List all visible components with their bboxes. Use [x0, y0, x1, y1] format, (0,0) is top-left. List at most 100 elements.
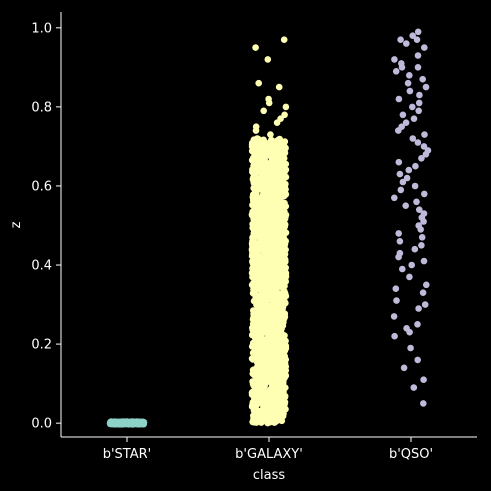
data-point	[274, 368, 282, 375]
data-point	[272, 294, 279, 302]
y-axis-label: z	[9, 221, 24, 228]
data-point	[277, 218, 284, 226]
data-point	[419, 75, 427, 83]
y-tick-label: 0.4	[31, 259, 52, 274]
data-point	[402, 202, 410, 209]
data-point	[399, 111, 407, 119]
data-point	[413, 198, 420, 206]
data-point	[262, 281, 270, 289]
data-point	[397, 36, 404, 43]
data-point	[420, 376, 427, 384]
data-point	[251, 382, 258, 390]
data-point	[261, 322, 269, 330]
data-point	[272, 321, 280, 329]
data-point	[279, 176, 287, 184]
data-point	[415, 99, 423, 107]
data-point	[409, 32, 417, 39]
data-point	[395, 95, 403, 103]
y-tick-label: 1.0	[31, 21, 52, 36]
data-point	[280, 315, 288, 323]
data-point	[262, 345, 270, 353]
data-point	[253, 317, 260, 325]
data-point	[259, 181, 267, 188]
data-point	[255, 268, 262, 275]
x-tick-label: b'STAR'	[103, 447, 152, 462]
data-point	[263, 268, 271, 275]
data-point	[412, 162, 419, 170]
data-point	[249, 339, 257, 347]
data-point	[265, 99, 273, 107]
data-point	[267, 137, 275, 145]
data-point	[392, 68, 400, 75]
data-point	[276, 186, 283, 193]
data-point	[252, 274, 260, 282]
data-point	[270, 204, 278, 211]
data-point	[414, 356, 422, 364]
data-point	[270, 416, 278, 424]
data-point	[418, 234, 426, 241]
x-tick-label: b'QSO'	[389, 447, 433, 462]
data-point	[397, 186, 405, 194]
data-point	[257, 312, 264, 320]
data-point	[260, 215, 268, 222]
data-point	[252, 127, 260, 134]
data-point	[268, 169, 276, 177]
data-point	[407, 344, 414, 352]
data-point	[422, 83, 430, 91]
data-point	[276, 240, 283, 248]
data-point	[255, 79, 262, 87]
data-point	[279, 336, 286, 344]
data-point	[273, 119, 281, 126]
data-point	[260, 228, 267, 235]
data-point	[416, 91, 423, 99]
data-point	[396, 170, 404, 178]
data-point	[406, 87, 414, 95]
data-point	[420, 143, 428, 150]
data-point	[264, 199, 272, 207]
data-point	[253, 301, 260, 309]
y-tick-label: 0.2	[31, 338, 52, 353]
data-point	[271, 275, 279, 282]
data-point	[252, 397, 260, 405]
data-point	[396, 238, 404, 245]
data-point	[252, 284, 259, 292]
data-point	[423, 281, 430, 289]
data-point	[258, 200, 266, 208]
data-point	[249, 349, 257, 357]
data-point	[281, 272, 289, 279]
data-point	[265, 276, 273, 283]
data-point	[264, 412, 272, 419]
data-point	[278, 252, 286, 260]
data-point	[402, 119, 410, 126]
data-point	[264, 56, 272, 63]
data-point	[399, 178, 407, 186]
data-point	[391, 194, 398, 202]
data-point	[409, 135, 417, 142]
data-point	[280, 192, 288, 200]
data-point	[420, 400, 427, 407]
data-point	[411, 182, 419, 190]
data-point	[415, 305, 422, 312]
data-point	[249, 194, 257, 201]
data-point	[269, 234, 277, 242]
data-point	[259, 379, 266, 386]
data-point	[398, 64, 406, 71]
data-point	[390, 313, 398, 320]
data-point	[414, 139, 422, 146]
data-point	[281, 393, 289, 401]
data-point	[251, 185, 259, 193]
data-point	[262, 398, 270, 406]
data-point	[267, 402, 275, 410]
data-point	[250, 136, 258, 143]
data-point	[254, 390, 261, 398]
data-point	[276, 146, 284, 154]
data-point	[275, 158, 283, 165]
data-point	[421, 44, 428, 51]
data-point	[266, 364, 274, 371]
data-point	[272, 137, 280, 145]
data-point	[275, 360, 283, 368]
data-point	[257, 166, 265, 174]
data-point	[414, 28, 422, 36]
data-point	[257, 278, 265, 286]
data-point	[282, 211, 290, 219]
